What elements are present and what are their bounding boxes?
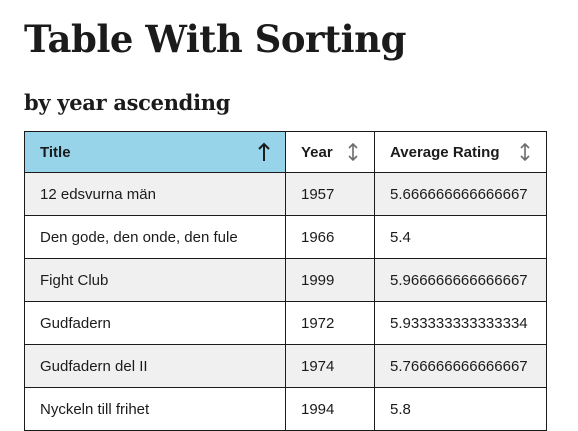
cell-title: Den gode, den onde, den fule bbox=[24, 215, 286, 259]
cell-title: Nyckeln till frihet bbox=[24, 387, 286, 431]
cell-rating: 5.933333333333334 bbox=[374, 301, 547, 345]
cell-title: 12 edsvurna män bbox=[24, 172, 286, 216]
cell-title: Fight Club bbox=[24, 258, 286, 302]
column-header-label: Title bbox=[40, 143, 71, 161]
table-row: 12 edsvurna män 1957 5.666666666666667 bbox=[24, 172, 547, 216]
cell-year: 1999 bbox=[285, 258, 375, 302]
cell-title: Gudfadern del II bbox=[24, 344, 286, 388]
table-row: Gudfadern 1972 5.933333333333334 bbox=[24, 301, 547, 345]
column-header-year[interactable]: Year bbox=[285, 131, 375, 173]
cell-rating: 5.666666666666667 bbox=[374, 172, 547, 216]
table-body: 12 edsvurna män 1957 5.666666666666667 D… bbox=[24, 172, 547, 431]
cell-year: 1994 bbox=[285, 387, 375, 431]
table-row: Nyckeln till frihet 1994 5.8 bbox=[24, 387, 547, 431]
table-header: Title Year bbox=[24, 131, 547, 173]
cell-rating: 5.4 bbox=[374, 215, 547, 259]
column-header-title[interactable]: Title bbox=[24, 131, 286, 173]
page-subtitle: by year ascending bbox=[24, 90, 231, 115]
page: Table With Sorting by year ascending bbox=[0, 0, 578, 116]
page-title: Table With Sorting bbox=[24, 17, 406, 61]
cell-title: Gudfadern bbox=[24, 301, 286, 345]
column-header-average-rating[interactable]: Average Rating bbox=[374, 131, 547, 173]
sortable-table: Title Year bbox=[24, 131, 547, 431]
sort-updown-icon[interactable] bbox=[516, 140, 534, 164]
header-row: Title Year bbox=[24, 131, 547, 173]
column-header-label: Year bbox=[301, 143, 333, 161]
cell-rating: 5.966666666666667 bbox=[374, 258, 547, 302]
table-row: Den gode, den onde, den fule 1966 5.4 bbox=[24, 215, 547, 259]
table-row: Fight Club 1999 5.966666666666667 bbox=[24, 258, 547, 302]
cell-year: 1974 bbox=[285, 344, 375, 388]
cell-rating: 5.8 bbox=[374, 387, 547, 431]
sort-updown-icon[interactable] bbox=[344, 140, 362, 164]
cell-year: 1966 bbox=[285, 215, 375, 259]
arrow-up-icon[interactable] bbox=[255, 140, 273, 164]
column-header-label: Average Rating bbox=[390, 143, 500, 161]
cell-year: 1957 bbox=[285, 172, 375, 216]
cell-year: 1972 bbox=[285, 301, 375, 345]
cell-rating: 5.766666666666667 bbox=[374, 344, 547, 388]
table-row: Gudfadern del II 1974 5.766666666666667 bbox=[24, 344, 547, 388]
